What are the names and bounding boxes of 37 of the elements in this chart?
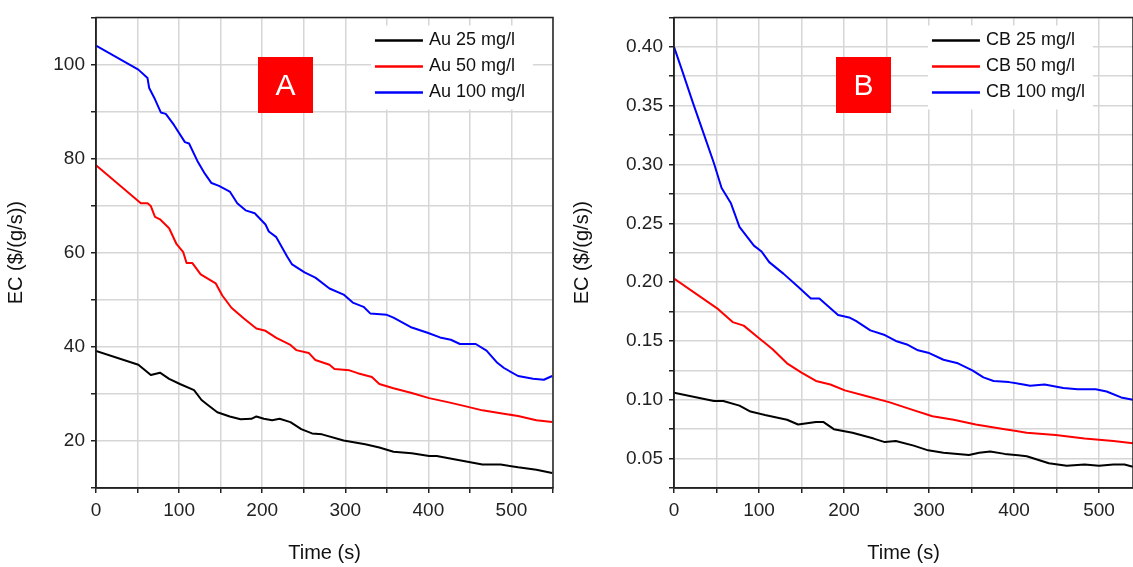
- legend-label: CB 100 mg/l: [985, 81, 1085, 102]
- legend-label: Au 25 mg/l: [428, 29, 515, 50]
- annotation: B: [836, 57, 891, 113]
- x-tick-label: 400: [412, 498, 445, 520]
- x-tick-label: 0: [668, 498, 680, 520]
- y-tick-label: 0.30: [626, 152, 663, 174]
- y-tick-label: 0.35: [626, 93, 663, 115]
- x-tick-label: 100: [163, 498, 195, 520]
- annotation: A: [258, 57, 313, 113]
- y-tick-label: 60: [63, 240, 85, 262]
- y-tick-label: 0.25: [626, 211, 663, 233]
- legend-label: Au 50 mg/l: [428, 55, 515, 76]
- y-tick-label: 40: [63, 335, 85, 357]
- legend-label: CB 25 mg/l: [985, 29, 1075, 50]
- y-tick-label: 0.15: [626, 329, 663, 351]
- x-tick-label: 500: [495, 498, 528, 520]
- y-tick-label: 20: [63, 429, 85, 451]
- y-tick-label: 100: [53, 52, 85, 74]
- legend-label: CB 50 mg/l: [985, 55, 1075, 76]
- y-axis-title: EC ($/(g/s)): [3, 201, 26, 305]
- y-tick-label: 0.10: [626, 388, 663, 409]
- y-axis-title: EC ($/(g/s)): [569, 201, 592, 305]
- x-axis-title: Time (s): [288, 540, 361, 563]
- x-tick-label: 400: [998, 498, 1030, 520]
- y-tick-label: 0.05: [626, 446, 663, 468]
- x-tick-label: 500: [1083, 498, 1115, 520]
- x-tick-label: 200: [246, 498, 279, 520]
- x-tick-label: 300: [329, 498, 362, 520]
- y-tick-label: 0.20: [626, 270, 663, 292]
- x-tick-label: 300: [913, 498, 945, 520]
- y-tick-label: 80: [63, 146, 85, 168]
- legend-label: Au 100 mg/l: [428, 81, 526, 102]
- y-tick-label: 0.40: [626, 35, 663, 57]
- x-tick-label: 100: [743, 498, 775, 520]
- x-tick-label: 200: [828, 498, 860, 520]
- x-axis-title: Time (s): [867, 540, 940, 563]
- x-tick-label: 0: [90, 498, 102, 520]
